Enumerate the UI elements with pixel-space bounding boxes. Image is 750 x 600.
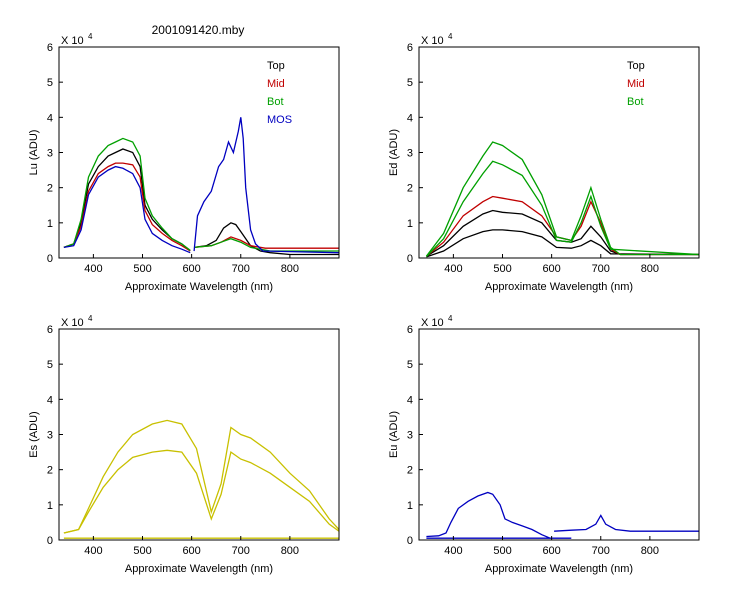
series-line-es-upper (63, 419, 340, 534)
series-line-mid (63, 162, 191, 252)
y-tick-label: 2 (407, 465, 413, 477)
series-line-mos (63, 165, 191, 254)
y-tick-label: 6 (407, 324, 413, 336)
x-axis-label: Approximate Wavelength (nm) (485, 281, 633, 293)
y-tick-label: 0 (47, 535, 53, 547)
y-tick-label: 6 (47, 42, 53, 54)
axes-frame (58, 328, 340, 541)
x-axis-label: Approximate Wavelength (nm) (485, 563, 633, 575)
legend-entry-bot: Bot (267, 96, 284, 108)
x-tick-label: 800 (641, 263, 659, 275)
x-tick-label: 800 (641, 545, 659, 557)
y-tick-label: 0 (407, 253, 413, 265)
series-line-top (194, 222, 339, 256)
scale-factor-label: X 10 (421, 35, 444, 47)
x-tick-label: 600 (182, 545, 200, 557)
x-tick-label: 400 (84, 263, 102, 275)
scale-factor-exponent: 4 (88, 314, 93, 323)
figure-title: 2001091420.mby (152, 23, 245, 37)
x-axis-label: Approximate Wavelength (nm) (125, 563, 273, 575)
x-tick-label: 400 (444, 263, 462, 275)
series-line-top (426, 209, 699, 257)
y-tick-label: 3 (407, 430, 413, 442)
y-tick-label: 2 (47, 465, 53, 477)
panel-eu: 0 1 2 3 4 5 6 400 500 600 700 800 X 10 4 Approximate W… (388, 314, 700, 575)
series-line-bot (194, 238, 339, 252)
series-line-eu (554, 514, 699, 532)
x-tick-label: 400 (84, 545, 102, 557)
axes-frame (418, 328, 700, 541)
y-tick-label: 5 (407, 359, 413, 371)
series-line-top-low (426, 229, 700, 258)
scale-factor-exponent: 4 (448, 314, 453, 323)
axes-frame (418, 46, 700, 259)
y-tick-label: 5 (407, 77, 413, 89)
series-line-es-lower (63, 449, 340, 534)
y-tick-label: 3 (47, 148, 53, 160)
series-line-mid (194, 236, 339, 249)
x-tick-label: 400 (444, 545, 462, 557)
scale-factor-exponent: 4 (448, 32, 453, 41)
y-tick-label: 4 (47, 394, 53, 406)
x-tick-label: 700 (592, 545, 610, 557)
scale-factor-exponent: 4 (88, 32, 93, 41)
y-axis-label: Ed (ADU) (388, 129, 400, 176)
panel-lu: 0 1 2 3 4 5 6 400 500 600 700 800 X 10 4 Approximate W… (28, 32, 340, 293)
series-line-bot (425, 141, 699, 257)
y-tick-label: 1 (407, 500, 413, 512)
series-line-mid (425, 195, 699, 257)
x-tick-label: 800 (281, 263, 299, 275)
scale-factor-label: X 10 (421, 317, 444, 329)
y-tick-label: 4 (407, 394, 413, 406)
legend-entry-mid: Mid (267, 78, 285, 90)
x-tick-label: 700 (232, 263, 250, 275)
series-line-mos (193, 117, 340, 254)
x-tick-label: 700 (592, 263, 610, 275)
scale-factor-label: X 10 (61, 35, 84, 47)
x-tick-label: 500 (493, 263, 511, 275)
y-axis-label: Lu (ADU) (28, 130, 40, 176)
legend-entry-mos: MOS (267, 114, 292, 126)
x-tick-label: 500 (133, 545, 151, 557)
y-tick-label: 5 (47, 359, 53, 371)
series-line-eu (426, 491, 551, 539)
legend-entry-top: Top (267, 60, 285, 72)
y-tick-label: 3 (47, 430, 53, 442)
y-axis-label: Eu (ADU) (388, 411, 400, 458)
y-tick-label: 2 (407, 183, 413, 195)
x-tick-label: 600 (542, 545, 560, 557)
y-tick-label: 0 (47, 253, 53, 265)
x-axis-label: Approximate Wavelength (nm) (125, 281, 273, 293)
y-tick-label: 4 (47, 112, 53, 124)
panel-ed: 0 1 2 3 4 5 6 400 500 600 700 800 X 10 4 Approximate W… (388, 32, 700, 293)
y-tick-label: 6 (407, 42, 413, 54)
series-line-bot-low (425, 160, 700, 258)
x-tick-label: 500 (133, 263, 151, 275)
y-tick-label: 0 (407, 535, 413, 547)
y-tick-label: 5 (47, 77, 53, 89)
x-tick-label: 600 (542, 263, 560, 275)
y-tick-label: 3 (407, 148, 413, 160)
series-line-bot (63, 137, 191, 251)
y-tick-label: 1 (407, 218, 413, 230)
y-tick-label: 1 (47, 218, 53, 230)
panel-es: 0 1 2 3 4 5 6 400 500 600 700 800 X 10 4 Approximate W… (28, 314, 340, 575)
y-axis-label: Es (ADU) (28, 411, 40, 457)
x-tick-label: 600 (182, 263, 200, 275)
legend-entry-mid: Mid (627, 78, 645, 90)
y-tick-label: 2 (47, 183, 53, 195)
y-tick-label: 6 (47, 324, 53, 336)
x-tick-label: 500 (493, 545, 511, 557)
legend-entry-top: Top (627, 60, 645, 72)
legend-entry-bot: Bot (627, 96, 644, 108)
y-tick-label: 1 (47, 500, 53, 512)
scale-factor-label: X 10 (61, 317, 84, 329)
y-tick-label: 4 (407, 112, 413, 124)
x-tick-label: 800 (281, 545, 299, 557)
x-tick-label: 700 (232, 545, 250, 557)
